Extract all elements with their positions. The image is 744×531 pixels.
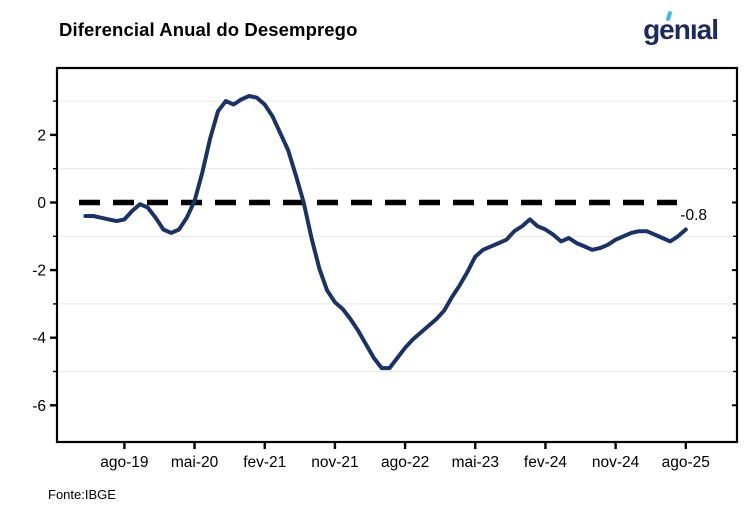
data-series-line [83,94,688,371]
y-axis-label: -4 [32,330,46,347]
x-axis-label: ago-22 [381,454,429,471]
x-axis-label: ago-19 [100,454,148,471]
y-axis-label: -6 [32,398,46,415]
x-axis-label: nov-21 [311,454,358,471]
x-axis-label: mai-20 [171,454,219,471]
y-axis-label: -2 [32,263,46,280]
x-axis-label: mai-23 [452,454,499,471]
chart-title: Diferencial Anual do Desemprego [59,19,358,40]
x-axis-label: fev-24 [524,454,567,471]
genial-logo: genıal [643,10,719,47]
y-axis-label: 0 [37,195,46,212]
source-note: Fonte:IBGE [48,487,116,502]
plot-border [55,66,739,444]
logo-wordmark: genıal [643,14,719,45]
x-axis-label: fev-21 [243,454,286,471]
y-axis-label: 2 [37,127,46,144]
x-axis-label: ago-25 [662,454,710,471]
last-value-label: -0.8 [680,207,707,224]
x-axis-label: nov-24 [592,454,640,471]
